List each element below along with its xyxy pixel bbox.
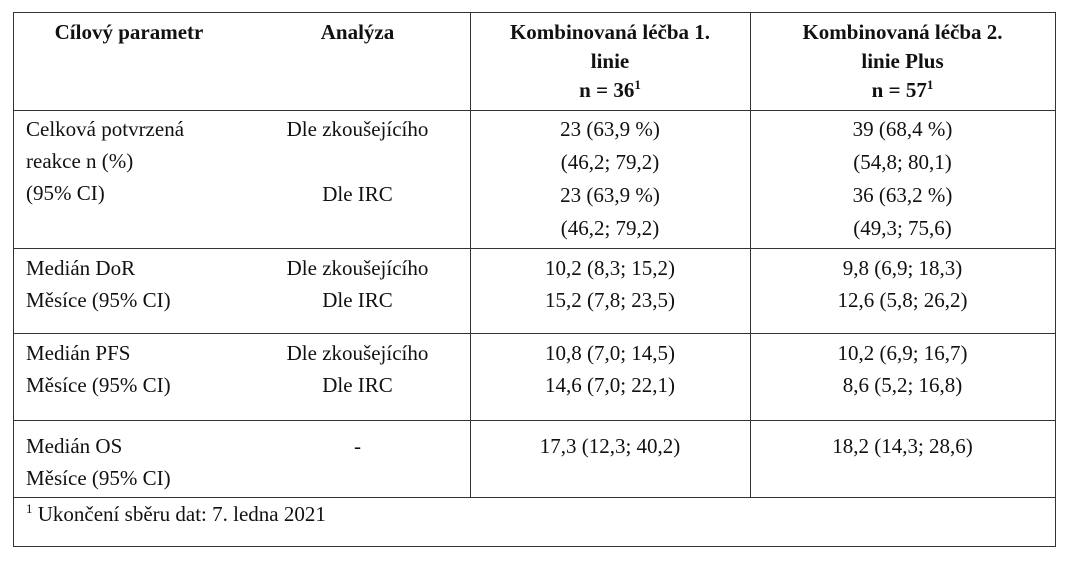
header-line: Kombinovaná léčba 1.	[509, 20, 711, 44]
n: n = 36	[579, 78, 635, 102]
header-n: n = 571	[750, 76, 1055, 105]
line: 39 (68,4 %)	[852, 117, 953, 141]
cell: Dle zkoušejícího	[286, 117, 429, 141]
line: Měsíce (95% CI)	[26, 466, 171, 490]
border	[750, 12, 751, 498]
line: 23 (63,9 %)	[560, 183, 660, 207]
cell: Medián DoR Měsíce (95% CI)	[26, 252, 241, 316]
cell: 9,8 (6,9; 18,3) 12,6 (5,8; 26,2)	[750, 252, 1055, 316]
line: 12,6 (5,8; 26,2)	[837, 288, 968, 312]
cell: -	[354, 434, 361, 458]
header-cell: Cílový parametr	[54, 20, 204, 44]
sup: 1	[634, 77, 641, 92]
border	[1055, 12, 1056, 547]
border	[13, 546, 1056, 547]
border	[13, 12, 1056, 13]
line: Medián OS	[26, 434, 123, 458]
border	[13, 12, 14, 547]
cell: 10,2 (8,3; 15,2) 15,2 (7,8; 23,5)	[470, 252, 750, 316]
line: 15,2 (7,8; 23,5)	[544, 288, 676, 312]
header-line: linie	[590, 49, 630, 73]
cell: 17,3 (12,3; 40,2)	[539, 434, 681, 458]
cell: Medián OS Měsíce (95% CI)	[26, 430, 241, 494]
header-cell: Kombinovaná léčba 1. linie n = 361	[470, 18, 750, 105]
border	[13, 420, 1056, 421]
cell: 18,2 (14,3; 28,6)	[832, 434, 973, 458]
line: (54,8; 80,1)	[853, 150, 952, 174]
cell: Dle zkoušejícího Dle IRC	[245, 252, 470, 316]
line: (49,3; 75,6)	[853, 216, 952, 240]
line: 23 (63,9 %)	[560, 117, 660, 141]
line: 9,8 (6,9; 18,3)	[842, 256, 963, 280]
line: Medián DoR	[26, 256, 136, 280]
line: Medián PFS	[26, 341, 131, 365]
header-line: linie Plus	[861, 49, 944, 73]
line: 10,2 (8,3; 15,2)	[544, 256, 676, 280]
line: reakce n (%)	[26, 149, 134, 173]
header-n: n = 361	[470, 76, 750, 105]
line: Měsíce (95% CI)	[26, 373, 171, 397]
line: (95% CI)	[26, 181, 105, 205]
cell: Celková potvrzená reakce n (%) (95% CI)	[26, 113, 241, 209]
line: Dle IRC	[322, 288, 393, 312]
line: 8,6 (5,2; 16,8)	[842, 373, 963, 397]
cell: 10,2 (6,9; 16,7) 8,6 (5,2; 16,8)	[750, 337, 1055, 401]
sup: 1	[926, 77, 934, 92]
border	[13, 497, 1056, 498]
line: Dle zkoušejícího	[286, 256, 429, 280]
line: (46,2; 79,2)	[560, 216, 660, 240]
cell: Medián PFS Měsíce (95% CI)	[26, 337, 241, 401]
n: n = 57	[871, 78, 927, 102]
line: 14,6 (7,0; 22,1)	[544, 373, 676, 397]
header-cell: Analýza	[320, 20, 395, 44]
cell: Dle IRC	[322, 182, 393, 206]
cell: 10,8 (7,0; 14,5) 14,6 (7,0; 22,1)	[470, 337, 750, 401]
cell: Dle zkoušejícího Dle IRC	[245, 337, 470, 401]
line: 36 (63,2 %)	[852, 183, 953, 207]
line: Dle zkoušejícího	[286, 341, 429, 365]
header-line: Kombinovaná léčba 2.	[802, 20, 1003, 44]
line: 10,2 (6,9; 16,7)	[837, 341, 968, 365]
border	[13, 110, 1056, 111]
border	[13, 333, 1056, 334]
footnote: 1 Ukončení sběru dat: 7. ledna 2021	[26, 498, 326, 530]
cell: 39 (68,4 %) (54,8; 80,1) 36 (63,2 %) (49…	[750, 113, 1055, 245]
cell: 23 (63,9 %) (46,2; 79,2) 23 (63,9 %) (46…	[470, 113, 750, 245]
sup: 1	[26, 501, 33, 516]
line: 10,8 (7,0; 14,5)	[544, 341, 676, 365]
line: Měsíce (95% CI)	[26, 288, 171, 312]
border	[470, 12, 471, 498]
line: Celková potvrzená	[26, 117, 185, 141]
header-cell: Kombinovaná léčba 2. linie Plus n = 571	[750, 18, 1055, 105]
line: (46,2; 79,2)	[560, 150, 660, 174]
border	[13, 248, 1056, 249]
line: Dle IRC	[322, 373, 393, 397]
footnote-text: Ukončení sběru dat: 7. ledna 2021	[37, 502, 326, 526]
